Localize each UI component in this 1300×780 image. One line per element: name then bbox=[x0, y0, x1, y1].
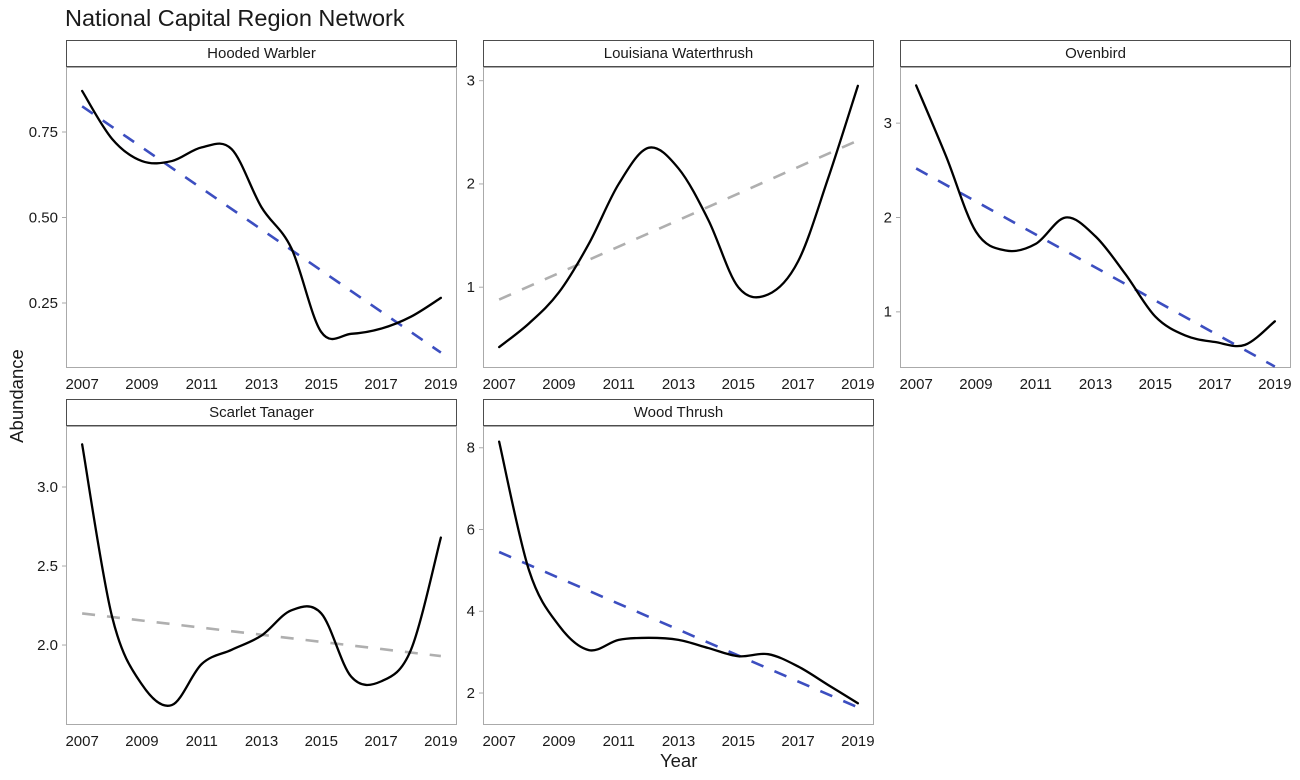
svg-text:2011: 2011 bbox=[186, 733, 218, 750]
svg-text:2015: 2015 bbox=[722, 733, 755, 750]
svg-text:2015: 2015 bbox=[722, 376, 755, 393]
svg-text:8: 8 bbox=[467, 440, 475, 457]
svg-text:2017: 2017 bbox=[364, 376, 397, 393]
svg-text:2019: 2019 bbox=[841, 733, 874, 750]
svg-text:2017: 2017 bbox=[781, 376, 814, 393]
svg-text:2013: 2013 bbox=[245, 733, 278, 750]
svg-text:2007: 2007 bbox=[899, 376, 932, 393]
svg-text:3: 3 bbox=[884, 115, 892, 132]
svg-text:3: 3 bbox=[467, 72, 475, 89]
svg-text:2017: 2017 bbox=[781, 733, 814, 750]
svg-text:2015: 2015 bbox=[305, 376, 338, 393]
svg-text:2017: 2017 bbox=[1198, 376, 1231, 393]
svg-text:2: 2 bbox=[467, 176, 475, 193]
svg-text:2009: 2009 bbox=[959, 376, 992, 393]
svg-text:2.0: 2.0 bbox=[37, 637, 58, 654]
svg-text:1: 1 bbox=[467, 279, 475, 296]
svg-text:2.5: 2.5 bbox=[37, 558, 58, 575]
svg-text:2017: 2017 bbox=[364, 733, 397, 750]
svg-text:1: 1 bbox=[884, 304, 892, 321]
svg-text:2009: 2009 bbox=[542, 733, 575, 750]
svg-text:2009: 2009 bbox=[542, 376, 575, 393]
svg-text:2011: 2011 bbox=[1020, 376, 1052, 393]
svg-text:2013: 2013 bbox=[245, 376, 278, 393]
svg-text:6: 6 bbox=[467, 521, 475, 538]
svg-text:2009: 2009 bbox=[125, 733, 158, 750]
svg-text:2007: 2007 bbox=[482, 376, 515, 393]
svg-text:2: 2 bbox=[467, 685, 475, 702]
svg-text:2015: 2015 bbox=[1139, 376, 1172, 393]
svg-text:0.50: 0.50 bbox=[29, 209, 58, 226]
svg-text:2013: 2013 bbox=[1079, 376, 1112, 393]
svg-text:2013: 2013 bbox=[662, 376, 695, 393]
svg-text:2019: 2019 bbox=[1258, 376, 1291, 393]
svg-text:2013: 2013 bbox=[662, 733, 695, 750]
svg-text:3.0: 3.0 bbox=[37, 479, 58, 496]
svg-text:2011: 2011 bbox=[603, 733, 635, 750]
svg-text:2009: 2009 bbox=[125, 376, 158, 393]
svg-text:4: 4 bbox=[467, 603, 475, 620]
svg-text:2011: 2011 bbox=[186, 376, 218, 393]
svg-text:0.75: 0.75 bbox=[29, 124, 58, 141]
svg-text:2007: 2007 bbox=[65, 376, 98, 393]
svg-text:2007: 2007 bbox=[65, 733, 98, 750]
svg-text:2: 2 bbox=[884, 209, 892, 226]
svg-text:0.25: 0.25 bbox=[29, 295, 58, 312]
svg-text:2015: 2015 bbox=[305, 733, 338, 750]
svg-text:2011: 2011 bbox=[603, 376, 635, 393]
svg-text:2007: 2007 bbox=[482, 733, 515, 750]
